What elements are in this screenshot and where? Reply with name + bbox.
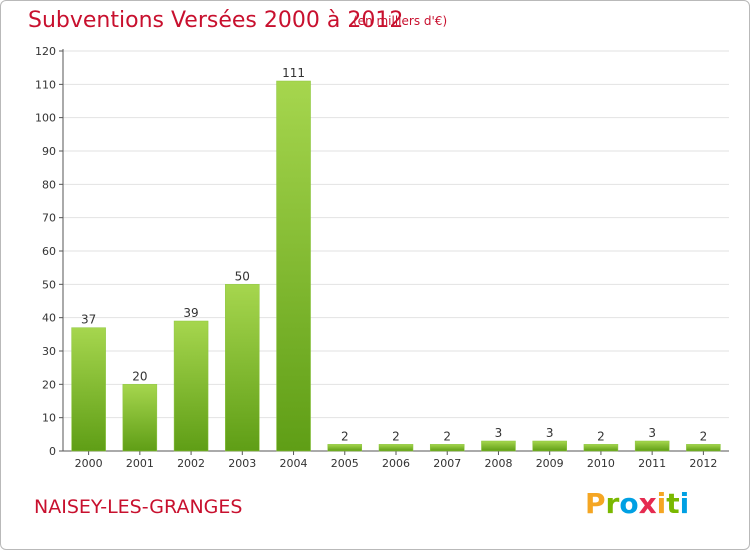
logo-letter: i [679,487,690,520]
logo-letter: P [585,487,606,520]
bar-2012 [686,444,721,452]
y-tick-label: 60 [42,245,56,258]
bar-2006 [378,444,414,452]
value-label-2001: 20 [132,369,147,383]
y-tick-label: 20 [42,378,56,391]
x-tick-label-2009: 2009 [536,457,564,470]
x-tick-label-2002: 2002 [177,457,205,470]
bar-2008 [481,440,516,452]
value-label-2009: 3 [546,426,554,440]
value-label-2010: 2 [597,429,605,443]
x-tick-label-2010: 2010 [587,457,615,470]
x-tick-label-2007: 2007 [433,457,461,470]
bar-2011 [634,440,670,452]
x-tick-label-2011: 2011 [638,457,666,470]
x-tick-label-2012: 2012 [689,457,717,470]
value-label-2007: 2 [443,429,451,443]
chart-title: Subventions Versées 2000 à 2012 [28,8,404,33]
logo-letter: r [605,487,620,520]
y-tick-label: 100 [35,112,56,125]
x-tick-label-2004: 2004 [280,457,308,470]
value-label-2004: 111 [282,66,305,80]
x-tick-label-2005: 2005 [331,457,359,470]
bar-2009 [532,440,567,452]
y-tick-label: 30 [42,345,56,358]
bar-2010 [583,444,619,452]
y-tick-label: 80 [42,178,56,191]
bar-2005 [327,444,363,452]
value-label-2003: 50 [235,269,250,283]
logo-letter: x [638,487,657,520]
bar-2007 [429,444,465,452]
proxiti-logo: Proxiti [585,487,689,520]
y-tick-label: 0 [49,445,56,458]
bar-2000 [71,327,106,452]
bar-2002 [173,320,209,452]
y-tick-label: 120 [35,45,56,58]
value-label-2005: 2 [341,429,349,443]
y-tick-label: 50 [42,278,56,291]
x-tick-label-2000: 2000 [75,457,103,470]
logo-letter: t [666,487,680,520]
y-tick-label: 40 [42,312,56,325]
value-label-2008: 3 [495,426,503,440]
x-tick-label-2008: 2008 [484,457,512,470]
y-tick-label: 110 [35,78,56,91]
y-tick-label: 70 [42,212,56,225]
value-label-2002: 39 [183,306,198,320]
value-label-2000: 37 [81,313,96,327]
logo-letter: o [619,487,639,520]
y-tick-label: 90 [42,145,56,158]
value-label-2012: 2 [700,429,708,443]
value-label-2006: 2 [392,429,400,443]
bar-2001 [122,384,158,452]
bar-2003 [225,284,260,452]
x-tick-label-2006: 2006 [382,457,410,470]
x-tick-label-2001: 2001 [126,457,154,470]
logo-letter: i [656,487,667,520]
y-tick-label: 10 [42,412,56,425]
bar-2004 [276,80,311,452]
value-label-2011: 3 [648,426,656,440]
place-name: NAISEY-LES-GRANGES [34,496,243,518]
chart-subtitle: (en milliers d'€) [353,14,448,28]
x-tick-label-2003: 2003 [228,457,256,470]
